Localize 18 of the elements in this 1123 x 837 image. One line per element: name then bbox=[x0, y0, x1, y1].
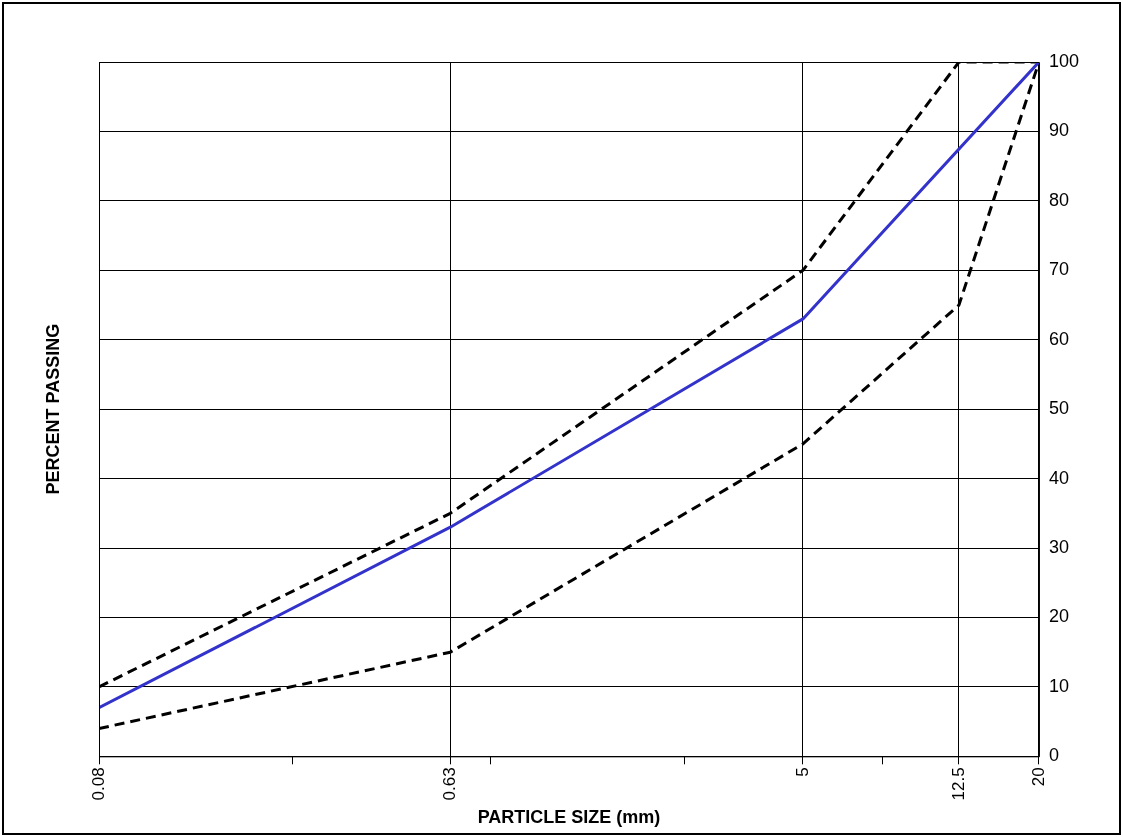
y-tick-label: 10 bbox=[1048, 675, 1069, 696]
y-tick-label: 90 bbox=[1048, 120, 1069, 141]
y-tick-label: 0 bbox=[1048, 745, 1059, 766]
x-tick-label: 12.5 bbox=[948, 767, 968, 801]
y-tick-label: 40 bbox=[1048, 467, 1069, 488]
x-tick-label: 5 bbox=[792, 767, 812, 777]
y-axis-title: PERCENT PASSING bbox=[42, 323, 63, 495]
y-tick-label: 80 bbox=[1048, 189, 1069, 210]
y-tick-label: 50 bbox=[1048, 398, 1069, 419]
x-axis-title: PARTICLE SIZE (mm) bbox=[477, 807, 661, 828]
x-tick-label: 0.63 bbox=[440, 767, 460, 801]
x-tick-label: 0.08 bbox=[88, 767, 108, 801]
y-tick-label: 30 bbox=[1048, 536, 1069, 557]
y-tick-label: 60 bbox=[1048, 328, 1069, 349]
y-tick-label: 70 bbox=[1048, 259, 1069, 280]
y-tick-label: 20 bbox=[1048, 606, 1069, 627]
x-tick-label: 20 bbox=[1028, 767, 1048, 787]
y-tick-label: 100 bbox=[1048, 50, 1080, 71]
